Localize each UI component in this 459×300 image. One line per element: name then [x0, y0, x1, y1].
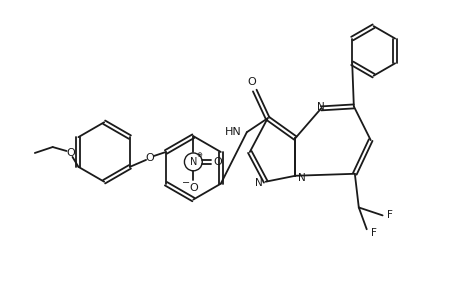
Text: N: N [317, 102, 325, 112]
Text: N: N [298, 173, 306, 183]
Text: N: N [189, 157, 196, 167]
Text: O: O [247, 76, 256, 87]
Text: −: − [182, 178, 190, 188]
Text: F: F [370, 228, 376, 238]
Text: O: O [189, 183, 197, 193]
Text: F: F [386, 210, 392, 220]
Text: HN: HN [224, 127, 241, 137]
Text: O: O [213, 157, 222, 167]
Text: O: O [66, 148, 75, 158]
Text: N: N [254, 178, 262, 188]
Text: O: O [146, 153, 154, 163]
Text: ⊕: ⊕ [196, 152, 202, 158]
